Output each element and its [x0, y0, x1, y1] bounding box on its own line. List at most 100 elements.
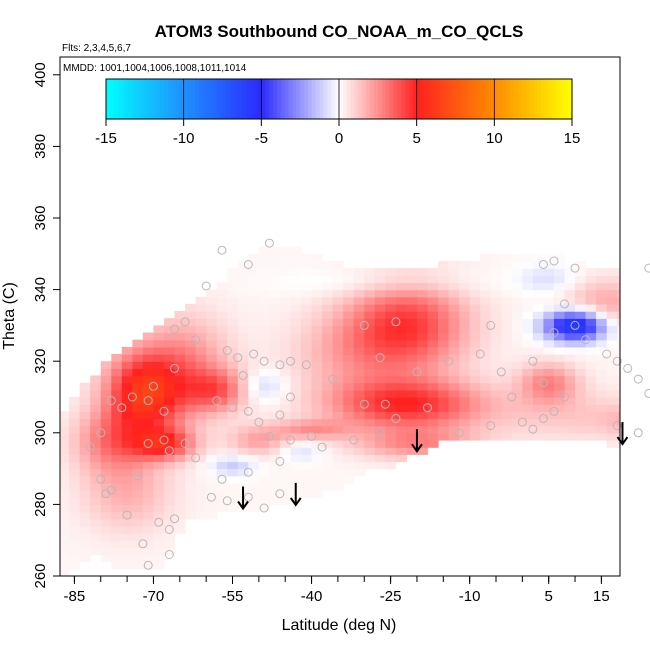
heatmap-cell	[490, 296, 502, 305]
heatmap-cell	[606, 361, 618, 369]
heatmap-cell	[427, 289, 439, 298]
heatmap-cell	[469, 375, 481, 384]
heatmap-cell	[227, 296, 239, 305]
colorbar-segment	[276, 79, 282, 119]
heatmap-cell	[269, 296, 281, 305]
heatmap-cell	[185, 361, 197, 369]
heatmap-cell	[469, 411, 481, 420]
observation-point	[170, 363, 179, 373]
heatmap-cell	[69, 447, 81, 455]
heatmap-cell	[543, 361, 555, 369]
observation-point	[317, 442, 327, 452]
heatmap-cell	[174, 361, 186, 369]
heatmap-cell	[575, 325, 587, 334]
heatmap-cell	[606, 425, 618, 434]
heatmap-cell	[395, 325, 407, 334]
heatmap-cell	[385, 361, 397, 369]
heatmap-cell	[185, 411, 197, 420]
heatmap-cell	[617, 303, 620, 312]
heatmap-cell	[469, 404, 481, 412]
heatmap-cell	[448, 275, 460, 284]
heatmap-cell	[427, 440, 439, 448]
heatmap-cell	[501, 397, 513, 405]
heatmap-cell	[269, 339, 281, 348]
heatmap-cell	[406, 404, 418, 412]
heatmap-cell	[606, 368, 618, 377]
heatmap-cell	[111, 504, 123, 513]
heatmap-cell	[195, 389, 207, 398]
heatmap-cell	[606, 404, 618, 412]
heatmap-cell	[216, 461, 228, 470]
heatmap-cell	[374, 303, 386, 312]
heatmap-cell	[279, 325, 291, 334]
heatmap-cell	[374, 325, 386, 334]
observation-point	[633, 374, 643, 384]
heatmap-cell	[543, 397, 555, 405]
heatmap-cell	[427, 332, 439, 341]
heatmap-cell	[353, 440, 365, 448]
heatmap-cell	[511, 354, 523, 362]
heatmap-cell	[185, 404, 197, 412]
heatmap-cell	[427, 268, 439, 276]
heatmap-cell	[554, 253, 566, 262]
y-tick-label: 400	[32, 62, 49, 87]
heatmap-cell	[206, 432, 218, 441]
heatmap-cell	[374, 282, 386, 291]
heatmap-cell	[532, 389, 544, 398]
heatmap-cell	[142, 504, 154, 513]
heatmap-cell	[448, 268, 460, 276]
heatmap-cell	[511, 303, 523, 312]
heatmap-cell	[216, 432, 228, 441]
heatmap-cell	[617, 282, 620, 291]
heatmap-cell	[237, 461, 249, 470]
heatmap-cell	[79, 518, 91, 527]
heatmap-cell	[227, 303, 239, 312]
heatmap-cell	[406, 418, 418, 427]
heatmap-cell	[554, 411, 566, 420]
heatmap-cell	[322, 261, 334, 269]
heatmap-cell	[185, 354, 197, 362]
heatmap-cell	[132, 490, 144, 498]
heatmap-cell	[395, 368, 407, 377]
heatmap-cell	[164, 411, 176, 420]
heatmap-cell	[406, 389, 418, 398]
heatmap-cell	[501, 253, 513, 262]
colorbar-segment	[529, 79, 534, 119]
observation-point	[170, 514, 179, 524]
heatmap-cell	[311, 389, 323, 398]
heatmap-cell	[532, 346, 544, 355]
heatmap-cell	[216, 368, 228, 377]
heatmap-cell	[174, 368, 186, 377]
heatmap-cell	[353, 411, 365, 420]
heatmap-cell	[111, 518, 123, 527]
heatmap-cell	[427, 303, 439, 312]
heatmap-cell	[311, 296, 323, 305]
heatmap-cell	[279, 461, 291, 470]
heatmap-cell	[90, 482, 102, 491]
heatmap-cell	[585, 354, 597, 362]
heatmap-cell	[406, 346, 418, 355]
heatmap-cell	[290, 425, 302, 434]
colorbar-segment	[474, 79, 480, 119]
heatmap-cell	[416, 268, 428, 276]
heatmap-cell	[374, 389, 386, 398]
heatmap-cell	[100, 382, 112, 391]
observation-point	[201, 281, 211, 291]
heatmap-cell	[132, 375, 144, 384]
heatmap-cell	[459, 397, 471, 405]
heatmap-cell	[185, 432, 197, 441]
heatmap-cell	[353, 289, 365, 298]
heatmap-cell	[406, 397, 418, 405]
y-tick-label: 340	[32, 277, 49, 302]
heatmap-cell	[364, 411, 376, 420]
heatmap-cell	[237, 311, 249, 319]
dates-note: MMDD: 1001,1004,1006,1008,1011,1014	[63, 63, 247, 74]
heatmap-cell	[490, 253, 502, 262]
heatmap-cell	[438, 411, 450, 420]
colorbar-segment	[467, 79, 472, 119]
heatmap-cell	[406, 332, 418, 341]
heatmap-cell	[121, 375, 133, 384]
heatmap-cell	[206, 339, 218, 348]
heatmap-cell	[575, 425, 587, 434]
heatmap-cell	[322, 468, 334, 477]
